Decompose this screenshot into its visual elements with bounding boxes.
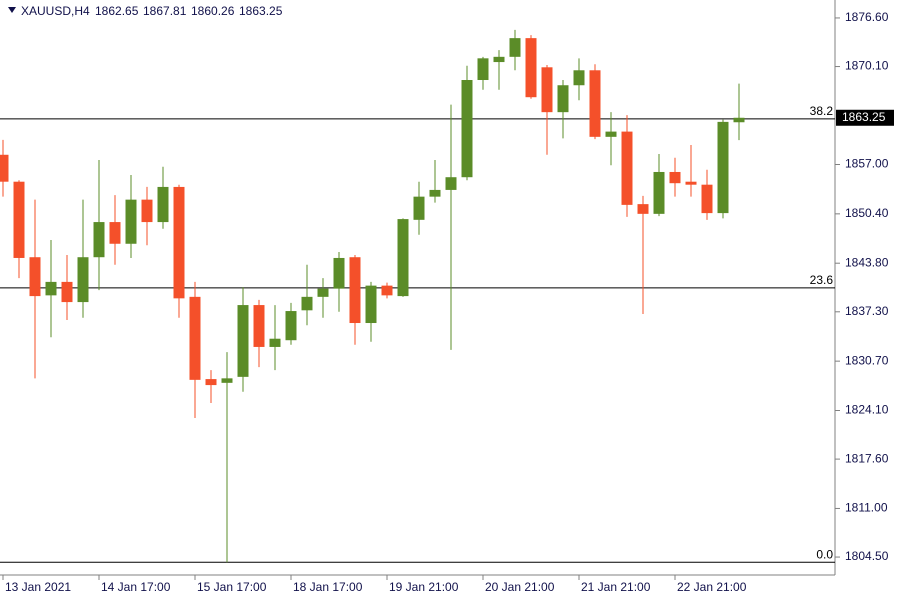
candle-body xyxy=(733,117,745,123)
y-tick-label: 1824.10 xyxy=(845,403,889,417)
header-close: 1863.25 xyxy=(239,4,283,18)
x-tick-label: 19 Jan 21:00 xyxy=(389,580,459,594)
y-tick-label: 1870.10 xyxy=(845,59,889,73)
fib-label: 0.0 xyxy=(816,547,833,561)
candle-body xyxy=(397,219,409,297)
symbol: XAUUSD,H4 xyxy=(21,4,90,18)
x-tick-label: 13 Jan 2021 xyxy=(5,580,71,594)
candle-body xyxy=(285,311,297,341)
x-tick-label: 18 Jan 17:00 xyxy=(293,580,363,594)
candle-body xyxy=(221,378,233,383)
candle-body xyxy=(477,58,489,81)
y-tick-label: 1857.00 xyxy=(845,157,889,171)
current-price-label: 1863.25 xyxy=(842,110,886,124)
candle-body xyxy=(93,222,105,258)
candle-body xyxy=(13,181,25,258)
y-tick-label: 1843.80 xyxy=(845,255,889,269)
collapse-arrow[interactable] xyxy=(8,7,16,13)
x-tick-label: 15 Jan 17:00 xyxy=(197,580,267,594)
candle-body xyxy=(605,131,617,137)
candle-body xyxy=(109,222,121,244)
candle-body xyxy=(157,186,169,223)
y-tick-label: 1804.50 xyxy=(845,549,889,563)
y-tick-label: 1817.60 xyxy=(845,451,889,465)
candle-body xyxy=(381,285,393,296)
candle-body xyxy=(317,288,329,297)
x-tick-label: 22 Jan 21:00 xyxy=(677,580,747,594)
candle-body xyxy=(45,281,57,296)
y-tick-label: 1837.30 xyxy=(845,304,889,318)
y-tick-label: 1850.40 xyxy=(845,206,889,220)
candle-body xyxy=(429,189,441,197)
x-tick-label: 20 Jan 21:00 xyxy=(485,580,555,594)
header-low: 1860.26 xyxy=(191,4,235,18)
candle-body xyxy=(717,121,729,214)
candle-body xyxy=(301,296,313,311)
header-high: 1867.81 xyxy=(143,4,187,18)
candle-body xyxy=(557,85,569,113)
x-tick-label: 21 Jan 21:00 xyxy=(581,580,651,594)
candle-body xyxy=(653,171,665,214)
candle-body xyxy=(509,38,521,57)
candle-body xyxy=(141,199,153,223)
candle-body xyxy=(77,257,89,303)
candle-body xyxy=(525,38,537,98)
y-tick-label: 1876.60 xyxy=(845,10,889,24)
y-tick-label: 1811.00 xyxy=(845,501,888,515)
candle-body xyxy=(125,199,137,244)
candle-body xyxy=(205,379,217,386)
candle-body xyxy=(29,257,41,297)
candle-body xyxy=(333,257,345,289)
candle-body xyxy=(701,184,713,214)
fib-label: 38.2 xyxy=(810,104,834,118)
candle-body xyxy=(0,154,9,182)
candle-body xyxy=(541,67,553,113)
candle-body xyxy=(621,131,633,205)
candle-body xyxy=(413,196,425,220)
candle-body xyxy=(365,285,377,324)
candle-body xyxy=(269,338,281,347)
candle-body xyxy=(237,305,249,377)
candle-body xyxy=(189,296,201,380)
candle-body xyxy=(685,181,697,185)
candle-body xyxy=(445,177,457,190)
candle-body xyxy=(173,186,185,299)
candle-body xyxy=(589,70,601,137)
candle-body xyxy=(253,305,265,347)
header-open: 1862.65 xyxy=(95,4,139,18)
candle-body xyxy=(669,171,681,184)
y-tick-label: 1830.70 xyxy=(845,353,889,367)
candle-body xyxy=(573,70,585,86)
candle-body xyxy=(349,257,361,324)
current-price-box xyxy=(836,109,894,126)
fib-label: 23.6 xyxy=(810,273,834,287)
candle-body xyxy=(61,281,73,303)
candle-body xyxy=(461,80,473,178)
x-tick-label: 14 Jan 17:00 xyxy=(101,580,171,594)
candle-body xyxy=(493,56,505,63)
candle-body xyxy=(637,204,649,214)
